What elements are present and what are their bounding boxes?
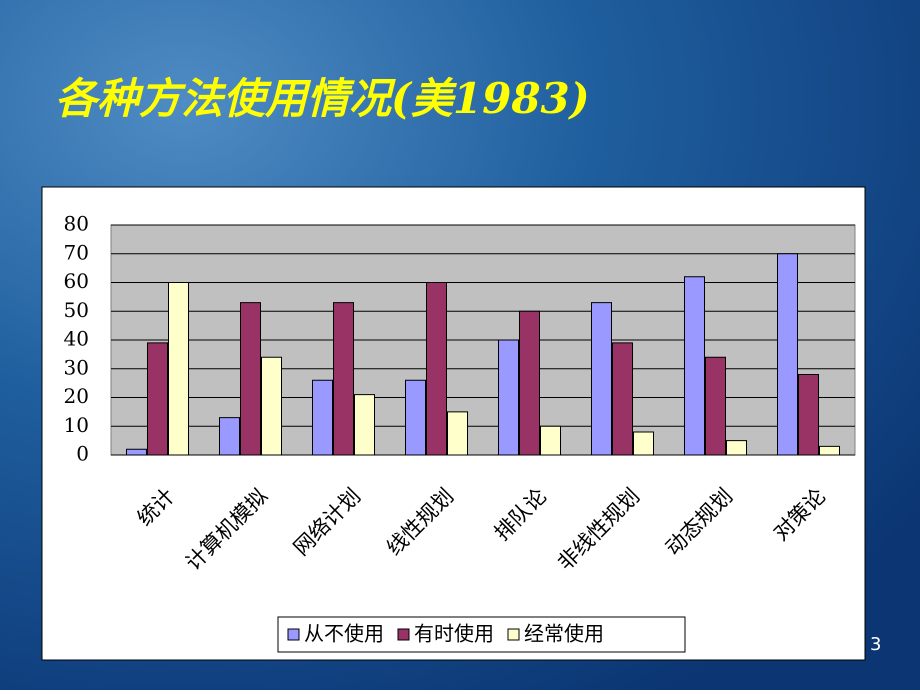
bar	[240, 302, 261, 456]
legend	[277, 616, 686, 653]
bar	[261, 356, 282, 456]
bar	[819, 445, 840, 456]
bar	[498, 339, 519, 456]
bar	[540, 425, 561, 456]
bar	[333, 302, 354, 456]
bar	[354, 394, 375, 456]
y-tick-label: 80	[64, 212, 89, 236]
y-tick-label: 70	[64, 240, 89, 264]
legend-label: 从不使用	[304, 622, 384, 646]
y-tick-label: 20	[64, 384, 89, 408]
y-tick-label: 40	[64, 327, 89, 351]
legend-swatch	[287, 628, 300, 641]
legend-label: 有时使用	[414, 622, 494, 646]
y-tick-label: 50	[64, 298, 89, 322]
bar	[519, 310, 540, 456]
y-tick-label: 0	[76, 442, 89, 466]
bar	[591, 302, 612, 456]
bar	[168, 282, 189, 456]
bar	[147, 342, 168, 456]
legend-swatch	[397, 628, 410, 641]
bar	[126, 448, 147, 456]
bar	[405, 379, 426, 456]
bar	[426, 282, 447, 456]
y-tick-label: 60	[64, 269, 89, 293]
bar	[726, 440, 747, 456]
y-tick-label: 10	[64, 413, 89, 437]
bar	[798, 374, 819, 456]
bar	[219, 417, 240, 456]
bar	[705, 356, 726, 456]
page-number: 3	[870, 634, 881, 655]
bar	[684, 276, 705, 456]
slide-title: 各种方法使用情况(美1983)	[55, 74, 590, 123]
bar	[777, 253, 798, 456]
bar	[312, 379, 333, 456]
bar	[633, 431, 654, 456]
bar	[447, 411, 468, 456]
y-tick-label: 30	[64, 355, 89, 379]
bar	[612, 342, 633, 456]
legend-swatch	[507, 628, 520, 641]
legend-label: 经常使用	[524, 622, 604, 646]
